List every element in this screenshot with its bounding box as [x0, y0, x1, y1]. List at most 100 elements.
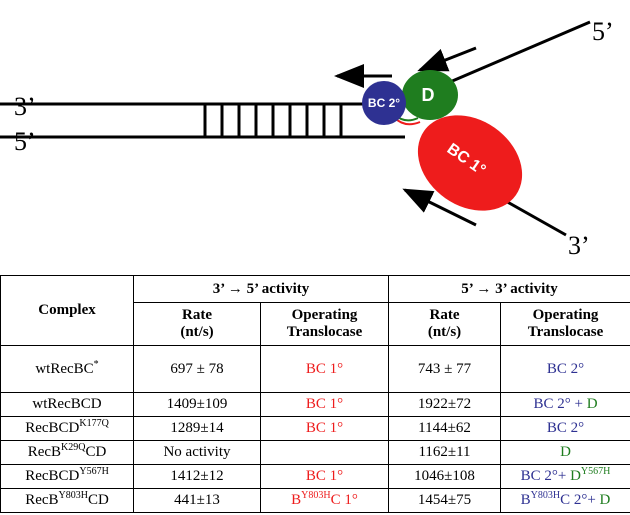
- data-cell: BY803HC 2°+ D: [500, 488, 630, 513]
- header-cell: Operating Translocase: [260, 302, 389, 346]
- data-cell: BC 2°: [500, 345, 630, 393]
- data-cell: D: [500, 440, 630, 465]
- cell-text: Operating: [532, 307, 599, 323]
- data-row: RecBCDY567H 1412±12 BC 1° 1046±108 BC 2°+ DY…: [0, 464, 630, 489]
- data-cell: BC 1°: [260, 345, 389, 393]
- data-cell: 1922±72: [388, 392, 501, 417]
- cell-text: 1412±12: [170, 468, 224, 484]
- data-row: wtRecBCD 1409±109 BC 1° 1922±72 BC 2° + D: [0, 392, 630, 417]
- data-cell: No activity: [133, 440, 261, 465]
- data-cell: wtRecBCD: [0, 392, 134, 417]
- cell-text: 3’ → 5’ activity: [212, 280, 310, 297]
- cell-text: K29Q: [61, 442, 86, 453]
- data-cell: 1144±62: [388, 416, 501, 441]
- data-cell: BC 1°: [260, 416, 389, 441]
- cell-text: RecB: [25, 492, 59, 508]
- header-row: Rate (nt/s) Operating Translocase Rate (nt/s)…: [1, 302, 630, 346]
- header-cell: Operating Translocase: [500, 302, 630, 346]
- cell-text: BC 2°+: [520, 468, 571, 484]
- cell-text: Rate: [429, 307, 460, 323]
- cell-text: (nt/s): [427, 324, 462, 340]
- data-cell: [260, 440, 389, 465]
- cell-text: No activity: [163, 444, 231, 460]
- cell-text: RecBCD: [25, 420, 80, 436]
- data-cell: BC 2°: [500, 416, 630, 441]
- cell-text: wtRecBCD: [32, 396, 102, 412]
- group-cell: 5’ → 3’ activity: [388, 275, 630, 303]
- cell-text: 1409±109: [166, 396, 228, 412]
- cell-text: B: [291, 492, 302, 508]
- cell-text: 697 ± 78: [170, 360, 224, 377]
- cell-text: 441±13: [174, 492, 220, 508]
- cell-text: Complex: [38, 302, 96, 318]
- header-cell: Rate (nt/s): [133, 302, 261, 346]
- header-cell: Complex: [0, 275, 134, 346]
- data-cell: 1162±11: [388, 440, 501, 465]
- data-cell: 743 ± 77: [388, 345, 501, 393]
- cell-text: Y803H: [301, 490, 331, 501]
- cell-text: 1162±11: [418, 444, 471, 460]
- cell-text: BC 2°: [546, 360, 585, 377]
- node-label: BC 2°: [368, 96, 400, 110]
- cell-text: Operating: [291, 307, 358, 323]
- data-cell: RecBK29QCD: [0, 440, 134, 465]
- diagram: BC 2° D BC 1° 3’ 5’ 5’ 3’: [0, 17, 614, 260]
- cell-text: Y567H: [580, 466, 611, 477]
- cell-text: CD: [87, 492, 109, 508]
- data-cell: BC 1°: [260, 392, 389, 417]
- cell-text: D: [599, 492, 611, 508]
- cell-text: D: [570, 468, 581, 484]
- strand-label: 3’: [14, 92, 36, 121]
- cell-text: 1144±62: [418, 420, 471, 436]
- cell-text: 743 ± 77: [417, 360, 472, 377]
- node-bc1: [417, 115, 523, 211]
- cell-text: wtRecBC: [35, 360, 94, 377]
- cell-text: Translocase: [286, 324, 363, 340]
- cell-text: BC 1°: [305, 396, 344, 412]
- cell-text: 1454±75: [417, 492, 472, 508]
- data-cell: BY803HC 1°: [260, 488, 389, 513]
- cell-text: C 1°: [330, 492, 358, 508]
- group-row: Complex 3’ → 5’ activity 5’ → 3’ activity: [0, 275, 630, 346]
- cell-text: Rate: [182, 307, 212, 323]
- cell-text: B: [520, 492, 531, 508]
- data-cell: 1046±108: [388, 464, 501, 489]
- cell-text: 1046±108: [414, 468, 475, 484]
- cell-text: BC 1°: [305, 420, 344, 436]
- data-cell: RecBY803HCD: [0, 488, 134, 513]
- cell-text: RecBCD: [25, 468, 80, 484]
- header-cell: Rate (nt/s): [388, 302, 501, 346]
- data-cell: 697 ± 78: [133, 345, 261, 393]
- activity-table: Complex 3’ → 5’ activity 5’ → 3’ activity R…: [0, 275, 630, 513]
- group-cell: 3’ → 5’ activity: [133, 275, 389, 303]
- data-cell: BC 2°+ DY567H: [500, 464, 630, 489]
- data-cell: 1412±12: [133, 464, 261, 489]
- cell-text: 1922±72: [417, 396, 472, 412]
- dna: [0, 20, 591, 237]
- cell-text: Translocase: [527, 324, 604, 340]
- strand-label: 5’: [592, 17, 614, 46]
- strand-label: 3’: [568, 231, 590, 260]
- cell-text: Y567H: [79, 466, 109, 477]
- cell-text: 1289±14: [170, 420, 224, 436]
- strand-label: 5’: [14, 127, 36, 156]
- data-row: wtRecBC* 697 ± 78 BC 1° 743 ± 77 BC 2°: [0, 345, 630, 393]
- cell-text: D: [586, 396, 598, 412]
- data-cell: wtRecBC*: [0, 345, 134, 393]
- data-row: RecBCDK177Q 1289±14 BC 1° 1144±62 BC 2°: [0, 416, 630, 441]
- data-cell: 1289±14: [133, 416, 261, 441]
- data-cell: 441±13: [133, 488, 261, 513]
- cell-text: Y803H: [58, 490, 88, 501]
- data-cell: 1409±109: [133, 392, 261, 417]
- cell-text: Y803H: [530, 490, 561, 501]
- data-row: RecBY803HCD 441±13 BY803HC 1° 1454±75 BY803H…: [0, 488, 630, 513]
- data-cell: BC 1°: [260, 464, 389, 489]
- arrows: [334, 46, 477, 227]
- cell-text: BC 2°: [546, 420, 585, 436]
- node-d: [402, 70, 458, 120]
- data-cell: BC 2° + D: [500, 392, 630, 417]
- cell-text: K177Q: [79, 418, 109, 429]
- cell-text: C 2°+: [560, 492, 600, 508]
- cell-text: BC 1°: [305, 360, 344, 377]
